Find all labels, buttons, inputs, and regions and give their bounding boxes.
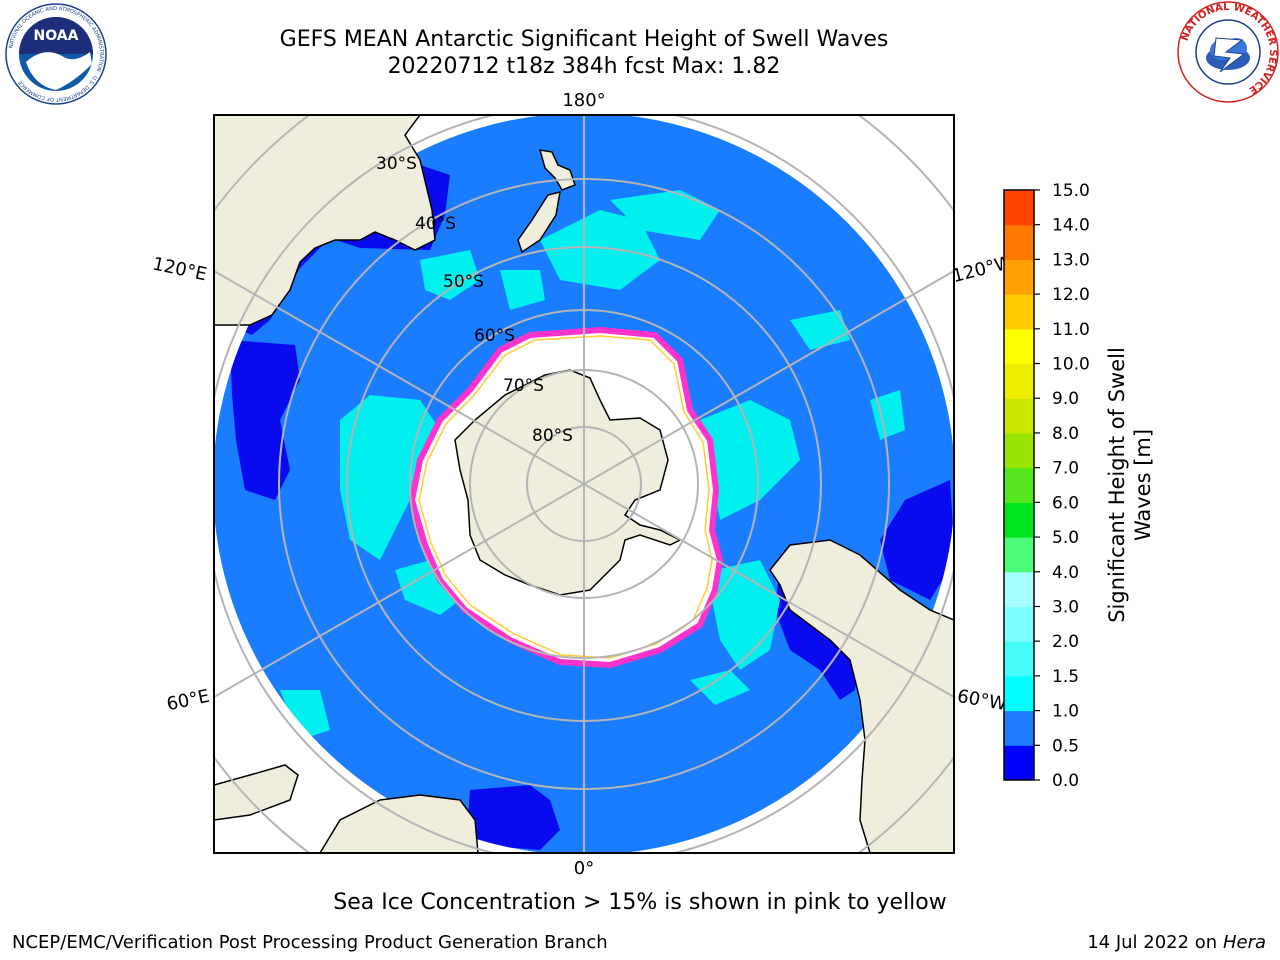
- colorbar-label-line1: Significant Height of Swell: [1105, 347, 1129, 623]
- colorbar-tick-label: 13.0: [1052, 250, 1090, 270]
- moderate-swell-region: [610, 190, 720, 240]
- colorbar-tick-label: 11.0: [1052, 320, 1090, 340]
- map-graticule: [214, 115, 954, 853]
- colorbar-segment: [1004, 398, 1034, 434]
- production-date: 14 Jul 2022 on Hera: [1087, 932, 1266, 953]
- lat-label-60s: 60°S: [474, 326, 515, 346]
- meridian-60e: [214, 483, 585, 698]
- lon-label-60w: 60°W: [956, 686, 1009, 715]
- colorbar-segment: [1004, 363, 1034, 399]
- lon-label-60e: 60°E: [165, 686, 212, 716]
- low-swell-region: [880, 480, 954, 600]
- noaa-logo: NATIONAL OCEANIC AND ATMOSPHERIC ADMINIS…: [5, 3, 107, 105]
- producer-credit: NCEP/EMC/Verification Post Processing Pr…: [12, 932, 608, 953]
- moderate-swell-region: [690, 670, 750, 705]
- low-swell-region: [468, 785, 560, 850]
- colorbar-tick-label: 5.0: [1052, 528, 1079, 548]
- colorbar-segment: [1004, 190, 1034, 226]
- colorbar-segment: [1004, 432, 1034, 469]
- moderate-swell-region: [340, 395, 440, 560]
- colorbar-segment: [1004, 710, 1034, 746]
- colorbar: 0.0 0.5 1.0 1.5 2.0 3.0 4.0 5.0 6.0 7.0 8.0 9.0 10.0…: [1003, 181, 1090, 791]
- colorbar-tick-label: 4.0: [1052, 563, 1079, 583]
- colorbar-label-line2: Waves [m]: [1131, 429, 1155, 541]
- colorbar-tick-label: 10.0: [1052, 355, 1090, 375]
- colorbar-tick-label: 3.0: [1052, 597, 1079, 617]
- africa-land: [319, 794, 479, 853]
- colorbar-segment: [1004, 294, 1034, 330]
- lat-label-50s: 50°S: [443, 272, 484, 292]
- new-zealand-south-land: [517, 190, 561, 254]
- colorbar-segment: [1004, 467, 1034, 503]
- map-title-line2: 20220712 t18z 384h fcst Max: 1.82: [387, 54, 781, 79]
- host-name: Hera: [1222, 932, 1266, 953]
- lat-label-30s: 30°S: [376, 154, 417, 174]
- meridian-60w: [583, 483, 954, 698]
- colorbar-segment: [1004, 745, 1034, 781]
- colorbar-tick-label: 2.0: [1052, 632, 1079, 652]
- lat-label-80s: 80°S: [532, 426, 573, 446]
- colorbar-tick-label: 9.0: [1052, 389, 1079, 409]
- colorbar-segment: [1004, 328, 1034, 365]
- colorbar-border: [1003, 189, 1035, 781]
- madagascar-land: [214, 764, 299, 821]
- meridian-120e: [214, 270, 585, 485]
- colorbar-tick-label: 1.5: [1052, 667, 1079, 687]
- lon-label-0: 0°: [574, 858, 594, 879]
- lat-label-40s: 40°S: [415, 214, 456, 234]
- colorbar-tick-label: 6.0: [1052, 493, 1079, 513]
- map-frame: [213, 114, 955, 854]
- lat-label-70s: 70°S: [503, 376, 544, 396]
- moderate-swell-region: [500, 270, 545, 310]
- colorbar-segment: [1004, 259, 1034, 295]
- moderate-swell-region: [420, 250, 480, 300]
- moderate-swell-region: [700, 400, 800, 520]
- noaa-logo-text: NOAA: [34, 28, 79, 44]
- colorbar-segment: [1004, 606, 1034, 642]
- low-swell-region: [230, 340, 300, 500]
- colorbar-tick-label: 7.0: [1052, 459, 1079, 479]
- colorbar-segment: [1004, 675, 1034, 712]
- colorbar-tick-label: 1.0: [1052, 702, 1079, 722]
- map-title-line1: GEFS MEAN Antarctic Significant Height o…: [279, 27, 889, 52]
- nws-logo: NATIONAL WEATHER SERVICE: [1177, 1, 1279, 103]
- moderate-swell-region: [395, 560, 460, 615]
- colorbar-tick-label: 12.0: [1052, 285, 1090, 305]
- moderate-swell-region: [280, 690, 330, 740]
- colorbar-segment: [1004, 641, 1034, 677]
- meridian-120w: [583, 270, 954, 485]
- production-date-text: 14 Jul 2022 on: [1087, 932, 1223, 953]
- colorbar-tick-label: 0.5: [1052, 736, 1079, 756]
- colorbar-tick-label: 15.0: [1052, 181, 1090, 201]
- colorbar-segment: [1004, 537, 1034, 573]
- lon-label-180: 180°: [562, 90, 605, 111]
- moderate-swell-region: [540, 210, 660, 290]
- lon-label-120e: 120°E: [151, 254, 209, 286]
- colorbar-tick-label: 8.0: [1052, 424, 1079, 444]
- colorbar-tick-label: 14.0: [1052, 216, 1090, 236]
- antarctica-land: [454, 369, 682, 596]
- colorbar-segment: [1004, 502, 1034, 538]
- colorbar-tick-label: 0.0: [1052, 771, 1079, 791]
- colorbar-segment: [1004, 571, 1034, 607]
- colorbar-segment: [1004, 224, 1034, 260]
- sea-ice-note: Sea Ice Concentration > 15% is shown in …: [333, 890, 947, 915]
